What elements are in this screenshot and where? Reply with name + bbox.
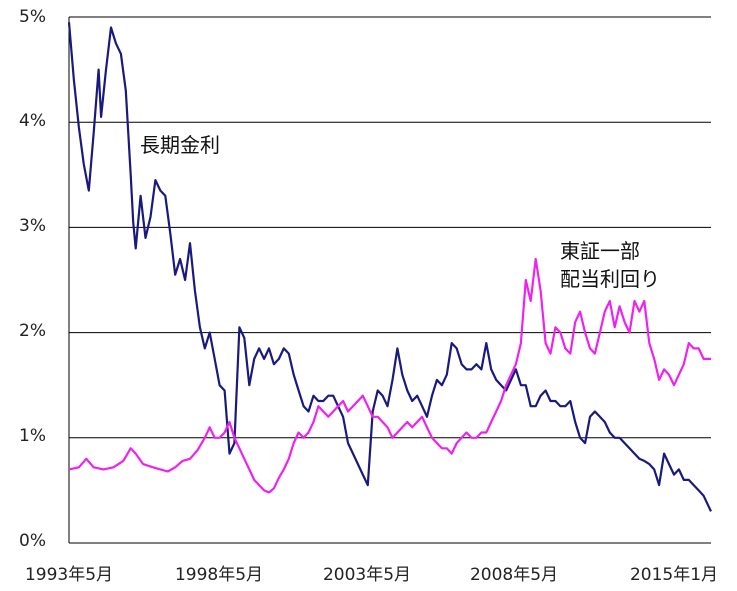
x-tick-label-1: 1998年5月 — [175, 565, 263, 585]
x-tick-label-2: 2003年5月 — [323, 565, 411, 585]
y-tick-label-3: 3% — [19, 216, 46, 236]
long-term-rate-label: 長期金利 — [140, 133, 220, 157]
series-line-long-term-rate — [67, 22, 712, 512]
dividend-yield-label-line2: 配当利回り — [560, 267, 660, 291]
series-line-dividend-yield — [68, 257, 711, 494]
y-tick-label-2: 2% — [19, 321, 46, 341]
y-tick-label-0: 0% — [19, 531, 46, 551]
y-tick-label-4: 4% — [19, 111, 46, 131]
y-tick-label-1: 1% — [19, 426, 46, 446]
series-lines — [67, 22, 712, 512]
y-tick-label-5: 5% — [19, 7, 46, 27]
axes — [68, 17, 711, 544]
x-tick-label-4: 2015年1月 — [630, 565, 718, 585]
x-tick-label-3: 2008年5月 — [470, 565, 558, 585]
series-annotations: 長期金利 東証一部 配当利回り — [140, 133, 660, 291]
y-tick-labels: 0% 1% 2% 3% 4% 5% — [19, 7, 46, 551]
x-tick-label-0: 1993年5月 — [25, 565, 113, 585]
gridlines — [69, 16, 711, 439]
x-tick-labels: 1993年5月 1998年5月 2003年5月 2008年5月 2015年1月 — [25, 565, 718, 585]
dividend-yield-label-line1: 東証一部 — [560, 239, 640, 263]
